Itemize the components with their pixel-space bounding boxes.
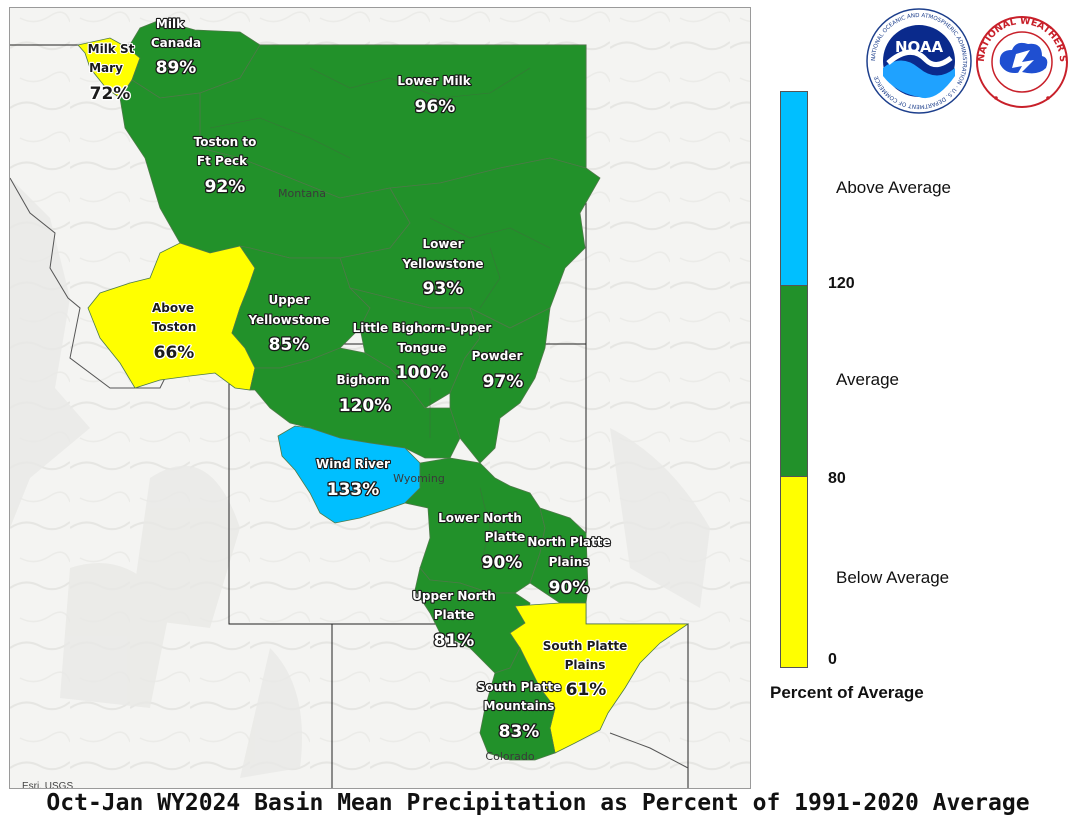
legend-box-above (780, 91, 808, 286)
basin-name: Mountains (484, 699, 555, 713)
label-toston-ft-peck: Toston to Ft Peck 92% (193, 134, 258, 198)
basin-name: Powder (472, 349, 523, 363)
basin-name: Platte (434, 608, 475, 622)
basin-name: Wind River (316, 457, 390, 471)
basin-name: Bighorn (336, 373, 389, 387)
basin-percent: 90% (482, 553, 523, 573)
basin-percent: 120% (339, 396, 392, 416)
label-south-platte-plains: South Platte Plains 61% (542, 638, 629, 701)
legend-label-average: Average (836, 370, 900, 389)
basin-name: Lower Milk (397, 74, 471, 88)
basin-name: Milk St (88, 42, 135, 56)
basin-percent: 93% (423, 279, 464, 299)
basin-name: Canada (151, 36, 201, 50)
basin-powder[interactable] (449, 307, 551, 464)
legend-box-below (780, 476, 808, 668)
label-powder: Powder 97% (471, 348, 525, 393)
terrain-shading (10, 178, 710, 778)
state-label-colorado: Colorado (485, 750, 534, 763)
legend: Above Average Average Below Average 120 … (770, 90, 1070, 710)
basin-name: Upper North (412, 589, 496, 603)
label-milk-canada: Milk Canada 89% (150, 16, 202, 79)
label-lower-yellowstone: Lower Yellowstone 93% (400, 236, 484, 300)
basin-name: Tongue (398, 341, 447, 355)
nws-logo: NATIONAL WEATHER SERVICE (976, 6, 1068, 108)
basin-percent: 97% (483, 372, 524, 392)
basin-name: Plains (565, 658, 606, 672)
basin-percent: 85% (269, 335, 310, 355)
label-north-platte-plains: North Platte Plains 90% (526, 534, 611, 599)
legend-tick-80: 80 (828, 470, 846, 487)
basin-percent: 96% (415, 97, 456, 117)
legend-label-above: Above Average (836, 178, 951, 197)
label-lower-milk: Lower Milk 96% (396, 73, 473, 118)
legend-box-average (780, 285, 808, 477)
basin-name: Upper (269, 293, 310, 307)
basin-percent: 89% (156, 58, 197, 78)
label-south-platte-mountains: South Platte Mountains 83% (476, 679, 563, 743)
nebraska-boundary (609, 732, 689, 769)
basin-percent: 92% (205, 177, 246, 197)
page-title: Oct-Jan WY2024 Basin Mean Precipitation … (46, 790, 1030, 816)
label-wind-river: Wind River 133% (315, 456, 391, 501)
legend-tick-120: 120 (828, 275, 855, 292)
label-milk-st-mary: Milk St Mary 72% (87, 41, 136, 105)
basin-name: South Platte (543, 639, 628, 653)
basin-name: North Platte (527, 535, 610, 549)
basin-percent: 90% (549, 578, 590, 598)
basin-percent: 72% (90, 84, 131, 104)
basin-percent: 83% (499, 722, 540, 742)
basin-name: Ft Peck (197, 154, 248, 168)
label-little-bighorn: Little Bighorn-Upper Tongue 100% (352, 320, 493, 384)
label-bighorn: Bighorn 120% (335, 372, 392, 417)
basin-name: Toston to (194, 135, 257, 149)
noaa-text: NOAA (895, 38, 944, 56)
basin-name: Toston (152, 320, 197, 334)
legend-label-below: Below Average (836, 568, 950, 587)
basin-name: Milk (156, 17, 185, 31)
label-lower-north-platte: Lower North Platte 90% (437, 510, 526, 574)
legend-title: Percent of Average (770, 683, 924, 702)
basin-name: Mary (89, 61, 123, 75)
basins (77, 19, 690, 761)
map-credit: Esri, USGS (22, 781, 74, 789)
label-above-toston: Above Toston 66% (151, 300, 198, 364)
basin-percent: 66% (154, 343, 195, 363)
basin-name: Yellowstone (401, 257, 483, 271)
state-label-montana: Montana (278, 187, 326, 200)
basin-name: Above (152, 301, 194, 315)
label-upper-north-platte: Upper North Platte 81% (411, 588, 497, 652)
basin-name: Platte (485, 530, 526, 544)
sub-basin-lines (209, 67, 551, 569)
basin-name: South Platte (477, 680, 562, 694)
basin-south-platte-mountains[interactable] (479, 647, 556, 761)
basin-name: Lower North (438, 511, 522, 525)
basin-little-bighorn[interactable] (348, 287, 481, 409)
basin-labels: Milk Canada 89% Milk St Mary 72% Lower M… (87, 16, 629, 743)
map-frame: Montana Wyoming Colorado Milk Canada 89%… (9, 7, 751, 789)
basin-percent: 81% (434, 631, 475, 651)
basin-name: Little Bighorn-Upper (353, 321, 492, 335)
basin-name: Yellowstone (247, 313, 329, 327)
noaa-logo: NATIONAL OCEANIC AND ATMOSPHERIC ADMINIS… (866, 8, 972, 114)
basin-name: Plains (549, 555, 590, 569)
basin-percent: 133% (327, 480, 380, 500)
label-upper-yellowstone: Upper Yellowstone 85% (246, 292, 330, 356)
basin-map: Montana Wyoming Colorado Milk Canada 89%… (10, 8, 750, 788)
basin-lower-north-platte[interactable] (404, 457, 546, 594)
basin-percent: 100% (396, 363, 449, 383)
legend-tick-0: 0 (828, 651, 837, 668)
state-label-wyoming: Wyoming (393, 472, 445, 485)
basin-percent: 61% (566, 680, 607, 700)
basin-name: Lower (422, 237, 463, 251)
